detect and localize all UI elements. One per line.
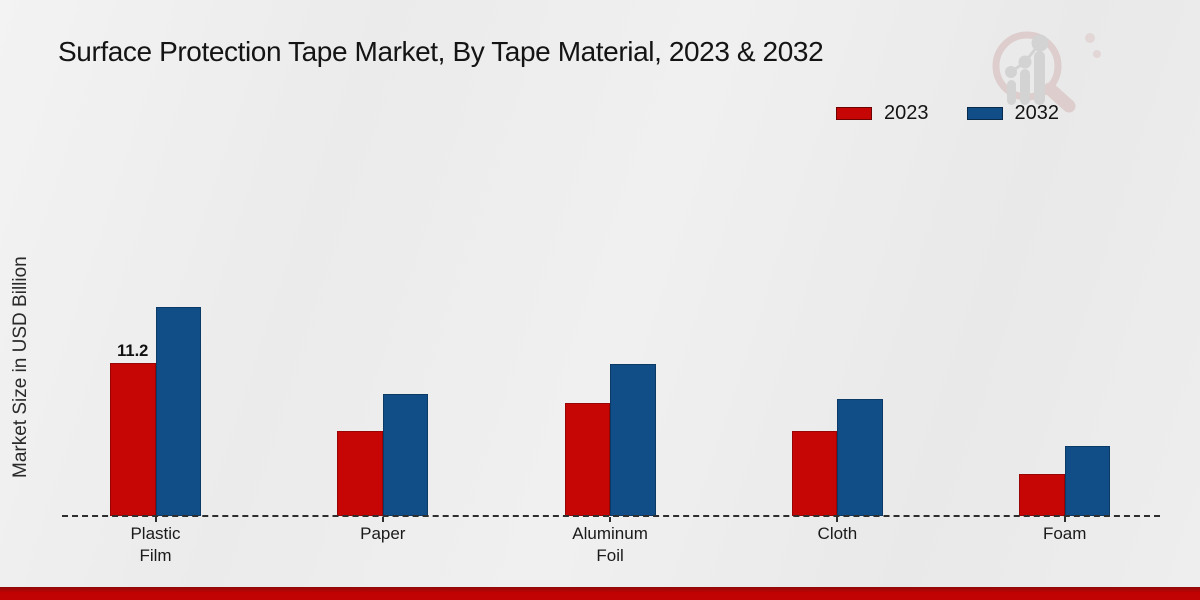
bar-2023-aluminum-foil xyxy=(564,402,611,516)
bar-2032-cloth xyxy=(837,398,883,516)
legend-swatch-2032 xyxy=(966,107,1003,120)
bar-2023-paper xyxy=(337,431,383,516)
bar-2032-foam xyxy=(1064,446,1111,516)
category-label: Foam xyxy=(1042,524,1087,543)
x-axis-tick xyxy=(836,517,839,522)
bar-2023-cloth xyxy=(791,431,838,516)
category-label: Cloth xyxy=(817,524,858,543)
x-axis-tick xyxy=(609,517,612,522)
legend: 2023 2032 xyxy=(836,102,1059,125)
y-axis-label: Market Size in USD Billion xyxy=(10,256,31,478)
legend-label: 2032 xyxy=(1014,102,1060,124)
footer-accent-strip xyxy=(0,587,1200,600)
bar-2023-foam xyxy=(1019,473,1065,516)
bar-2032-paper xyxy=(382,394,429,516)
legend-label: 2023 xyxy=(884,102,929,124)
legend-item-2023: 2023 xyxy=(836,102,929,125)
bar-value-label: 11.2 xyxy=(117,342,149,360)
chart-title: Surface Protection Tape Market, By Tape … xyxy=(58,36,824,67)
bar-2032-plastic-film xyxy=(155,307,201,516)
legend-item-2032: 2032 xyxy=(966,102,1060,125)
x-axis-tick xyxy=(1063,517,1066,522)
x-axis-tick xyxy=(154,517,157,522)
category-label: Paper xyxy=(360,524,406,543)
x-axis-baseline xyxy=(62,515,1160,517)
bar-2023-plastic-film xyxy=(110,363,156,516)
bar-2032-aluminum-foil xyxy=(610,364,656,516)
x-axis-tick xyxy=(381,517,384,522)
category-label: Aluminum Foil xyxy=(572,524,648,566)
legend-swatch-2023 xyxy=(836,107,872,120)
category-label: Plastic Film xyxy=(130,524,181,566)
